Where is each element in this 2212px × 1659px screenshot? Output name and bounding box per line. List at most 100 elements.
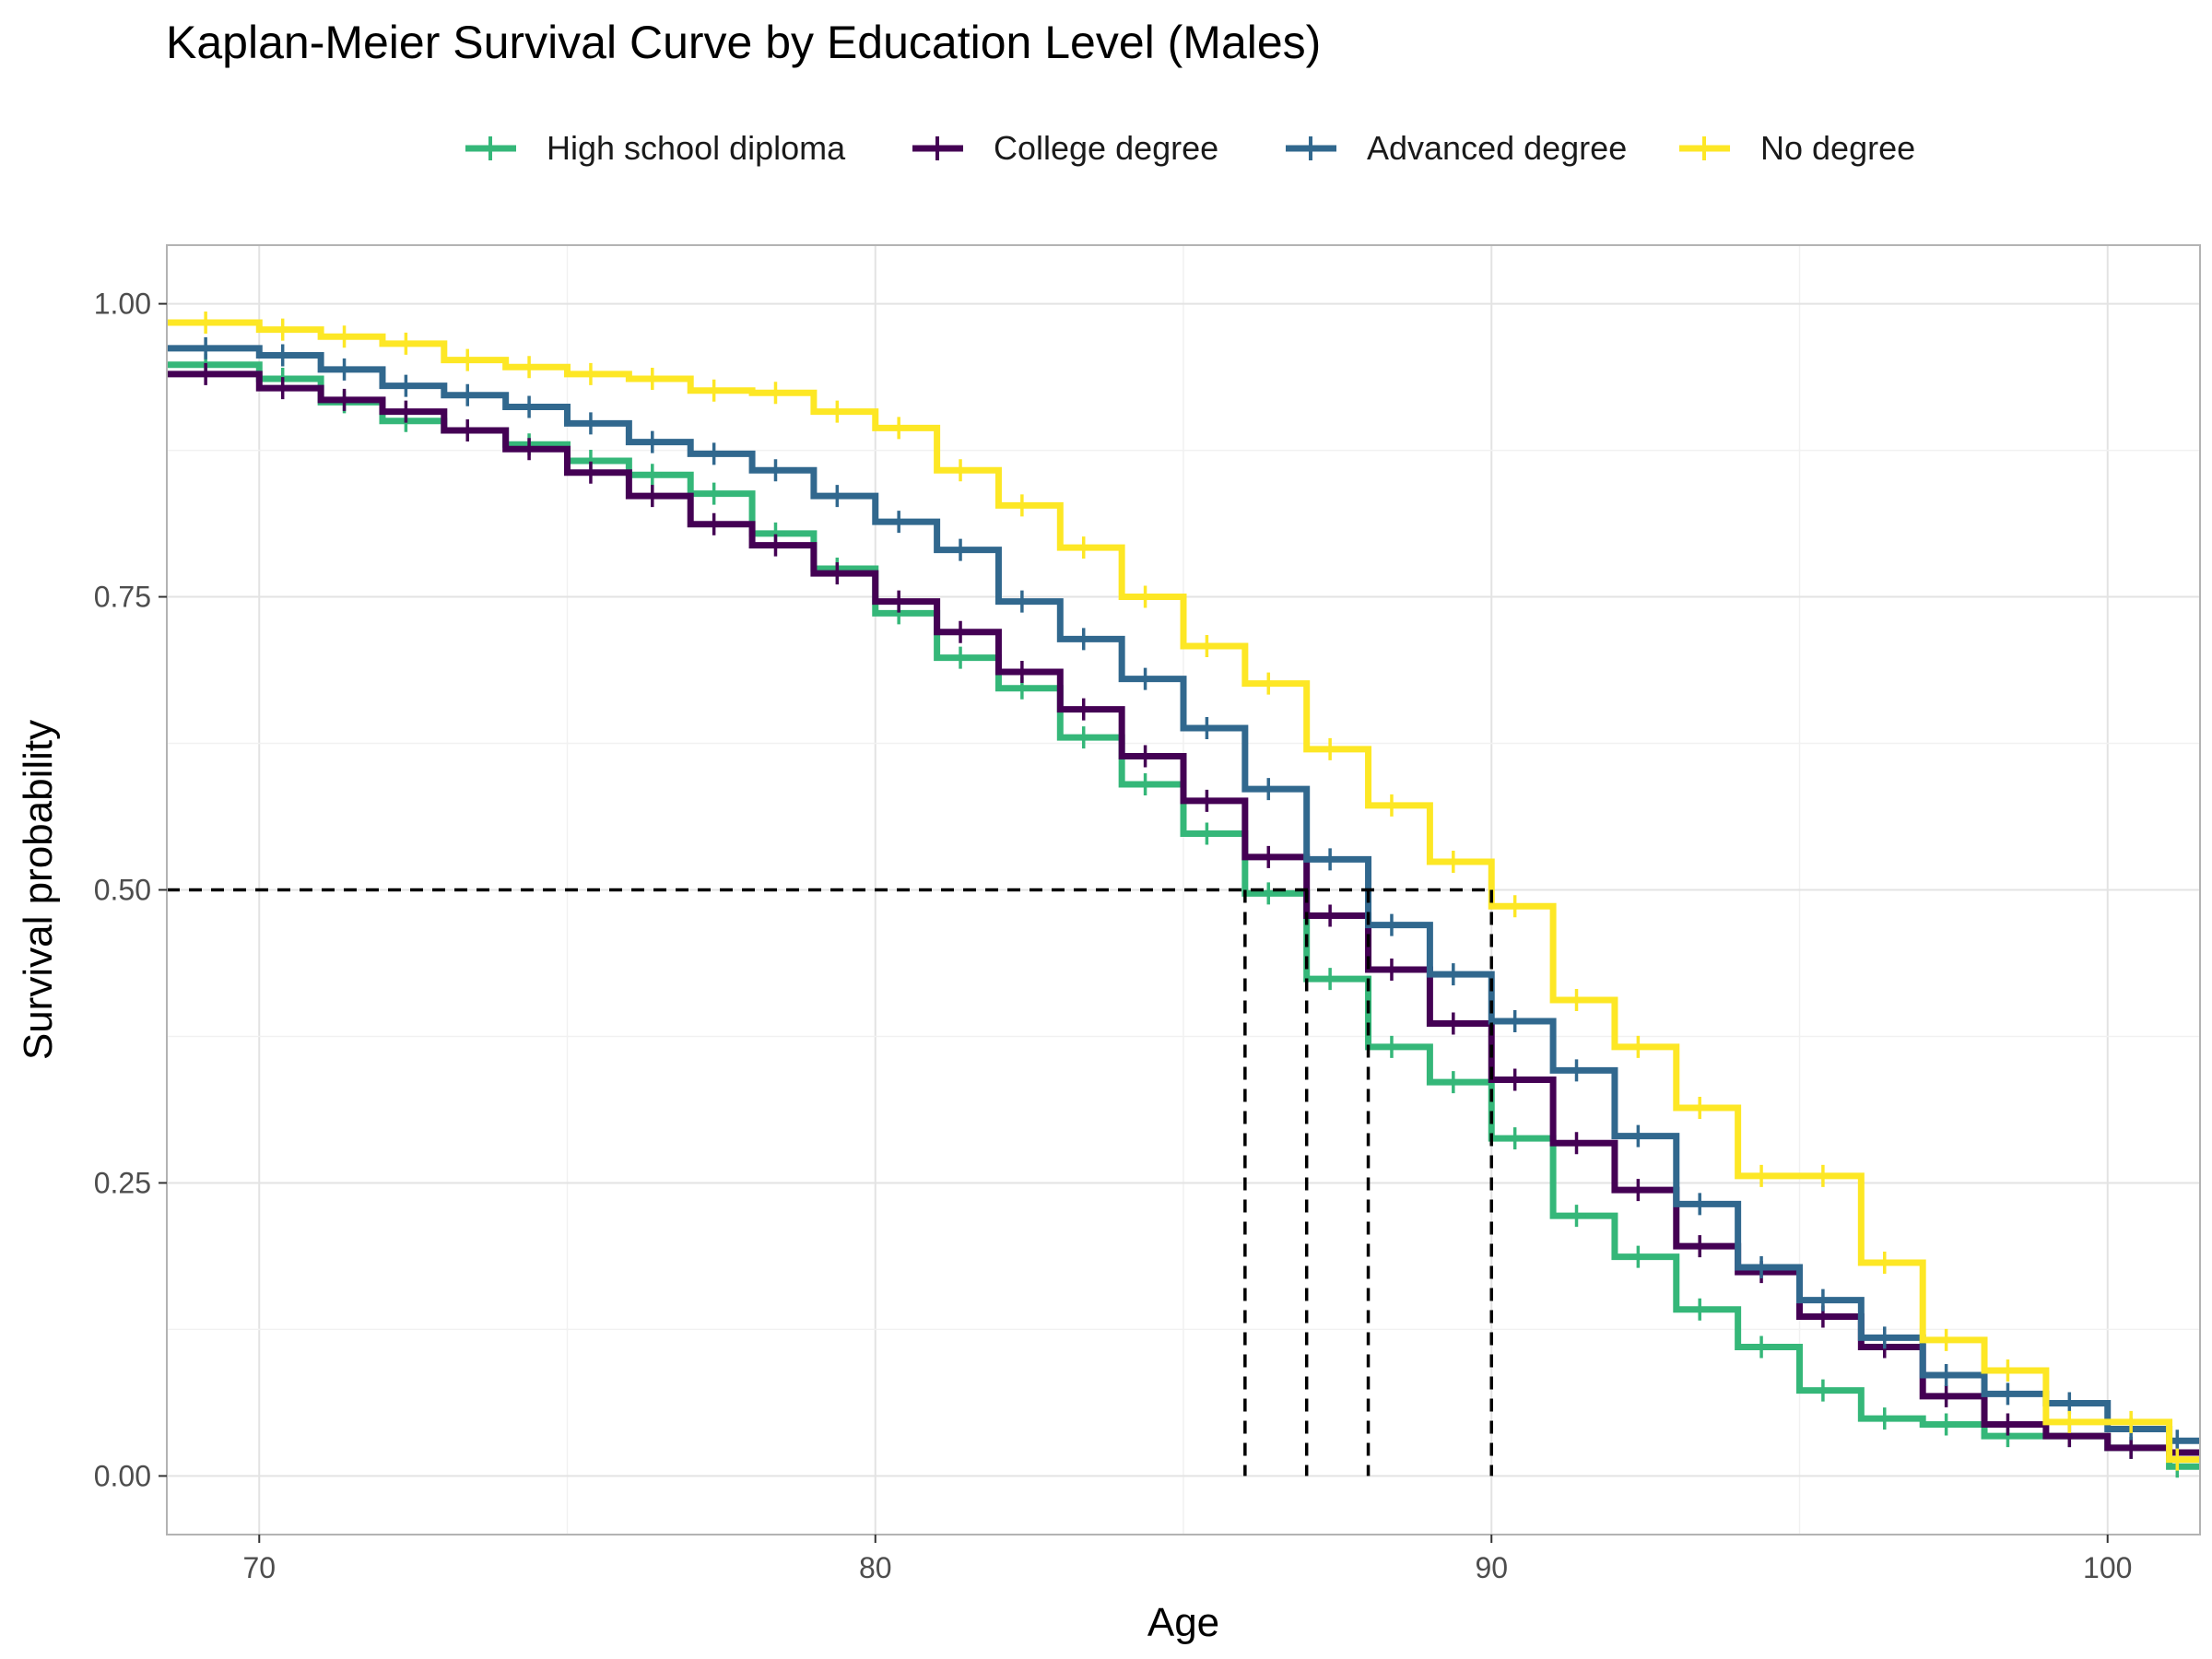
censor-mark: [1936, 1364, 1956, 1387]
censor-mark: [766, 459, 785, 482]
censor-mark: [704, 482, 724, 505]
censor-mark: [642, 367, 662, 390]
y-tick-label: 0.75: [94, 581, 151, 614]
censor-mark: [1752, 1164, 1771, 1187]
censor-mark: [1259, 882, 1278, 905]
censor-mark: [1074, 726, 1093, 749]
censor-mark: [458, 348, 477, 371]
censor-mark: [1382, 1035, 1401, 1058]
y-tick-label: 0.00: [94, 1459, 151, 1492]
chart-title: Kaplan-Meier Survival Curve by Education…: [166, 17, 1321, 68]
x-tick-label: 70: [242, 1551, 276, 1584]
censor-mark: [704, 379, 724, 402]
censor-mark: [520, 356, 539, 379]
censor-mark: [1443, 963, 1463, 986]
censor-mark: [273, 318, 292, 341]
censor-mark: [1443, 1012, 1463, 1035]
censor-mark: [335, 388, 354, 411]
x-axis-title: Age: [1147, 1600, 1219, 1645]
censor-mark: [1567, 1059, 1586, 1082]
censor-mark: [951, 538, 971, 561]
censor-mark: [1443, 850, 1463, 873]
censor-mark: [335, 325, 354, 348]
censor-mark: [704, 512, 724, 535]
censor-mark: [1382, 794, 1401, 817]
censor-mark: [704, 442, 724, 465]
legend-label: High school diploma: [547, 129, 846, 167]
censor-mark: [396, 374, 416, 397]
censor-mark: [766, 382, 785, 405]
censor-mark: [1505, 895, 1524, 918]
censor-mark: [1443, 1071, 1463, 1094]
y-tick-label: 0.50: [94, 874, 151, 907]
legend: High school diploma College degree Advance…: [465, 129, 1915, 167]
censor-mark: [1690, 1298, 1710, 1321]
censor-mark: [1074, 536, 1093, 559]
x-tick-label: 80: [859, 1551, 892, 1584]
censor-mark: [1690, 1235, 1710, 1258]
censor-mark: [335, 358, 354, 381]
censor-mark: [520, 438, 539, 461]
survival-step-line: [167, 361, 2200, 1470]
median-reference-lines: [167, 888, 1493, 1477]
series-college-degree: [167, 362, 2200, 1464]
censor-mark: [1135, 745, 1155, 768]
censor-mark: [1197, 634, 1217, 657]
censor-mark: [1690, 1193, 1710, 1216]
censor-mark: [1074, 628, 1093, 651]
series-no-degree: [167, 311, 2200, 1471]
censor-mark: [1875, 1407, 1894, 1430]
censor-mark: [1135, 585, 1155, 608]
axes: 70 80 90 100 0.00 0.25 0.50 0.75 1.00: [94, 288, 2133, 1584]
legend-item-college-degree: College degree: [912, 129, 1218, 167]
censor-mark: [2060, 1410, 2079, 1433]
censor-mark: [1135, 667, 1155, 690]
censor-mark: [1875, 1251, 1894, 1274]
censor-mark: [1321, 737, 1340, 760]
y-tick-label: 1.00: [94, 288, 151, 321]
censor-mark: [520, 395, 539, 418]
censor-mark: [1629, 1179, 1648, 1202]
censor-mark: [581, 362, 600, 385]
censor-mark: [1012, 660, 1031, 683]
censor-mark: [2168, 1448, 2187, 1471]
censor-mark: [273, 344, 292, 367]
censor-mark: [458, 418, 477, 441]
censor-mark: [1012, 590, 1031, 613]
censor-mark: [1567, 989, 1586, 1012]
censor-mark: [951, 459, 971, 482]
censor-mark: [1505, 1127, 1524, 1150]
censor-mark: [2122, 1410, 2141, 1433]
censor-mark: [889, 417, 909, 440]
censor-mark: [1321, 848, 1340, 871]
censor-mark: [1752, 1256, 1771, 1279]
censor-mark: [396, 332, 416, 355]
censor-mark: [1875, 1326, 1894, 1349]
legend-label: College degree: [994, 129, 1218, 167]
censor-mark: [1936, 1328, 1956, 1351]
censor-mark: [2060, 1392, 2079, 1415]
y-axis-title: Survival probability: [16, 720, 61, 1060]
censor-mark: [273, 377, 292, 400]
censor-mark: [1505, 1009, 1524, 1032]
censor-mark: [1321, 904, 1340, 927]
censor-mark: [1813, 1164, 1832, 1187]
censor-mark: [1197, 716, 1217, 739]
censor-mark: [1259, 778, 1278, 801]
censor-mark: [196, 362, 216, 385]
censor-mark: [828, 485, 847, 508]
censor-mark: [642, 430, 662, 453]
censor-mark: [642, 464, 662, 487]
censor-mark: [1936, 1413, 1956, 1436]
censor-mark: [1752, 1335, 1771, 1359]
series-layer: [167, 311, 2200, 1478]
censor-mark: [951, 646, 971, 669]
censor-mark: [1567, 1132, 1586, 1155]
censor-mark: [889, 511, 909, 534]
censor-mark: [1197, 789, 1217, 812]
censor-mark: [196, 311, 216, 334]
censor-mark: [1135, 773, 1155, 796]
censor-mark: [1012, 494, 1031, 517]
censor-mark: [1998, 1359, 2018, 1382]
